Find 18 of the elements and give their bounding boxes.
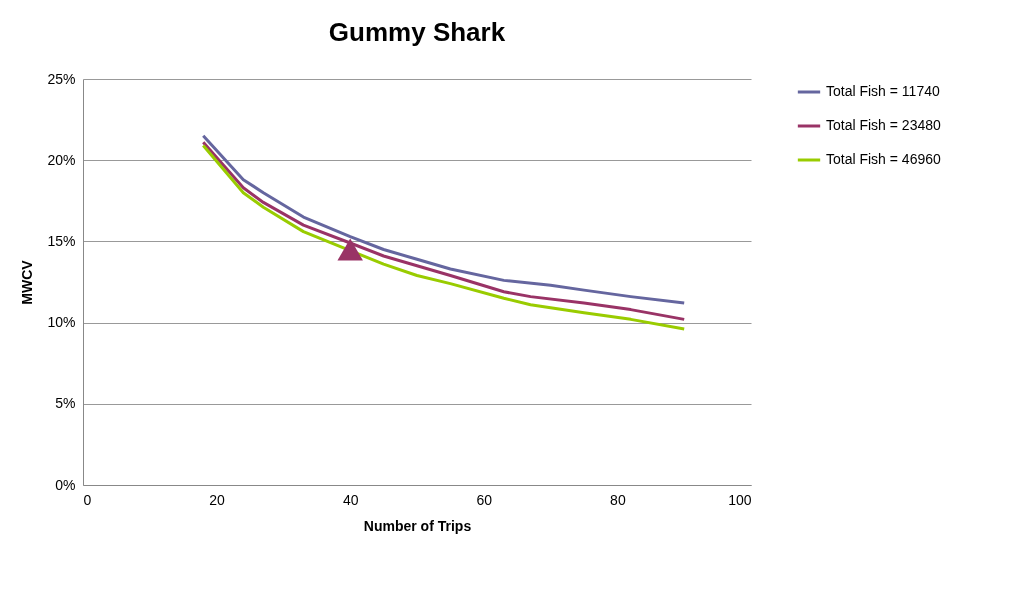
x-tick-label: 0 [83, 491, 92, 508]
y-tick-label: 5% [55, 395, 76, 412]
y-tick-label: 25% [47, 70, 76, 87]
legend-label: Total Fish = 46960 [826, 151, 942, 167]
legend-label: Total Fish = 11740 [826, 83, 940, 99]
legend-label: Total Fish = 23480 [826, 117, 942, 133]
chart-title: Gummy Shark [328, 17, 506, 47]
y-axis-title: MWCV [19, 259, 36, 305]
y-tick-label: 0% [55, 476, 76, 493]
x-axis-title: Number of Trips [363, 517, 472, 534]
x-tick-label: 60 [476, 491, 493, 508]
x-tick-label: 100 [728, 491, 752, 508]
y-tick-label: 10% [47, 314, 76, 331]
x-tick-label: 40 [342, 491, 359, 508]
x-tick-label: 20 [209, 491, 226, 508]
y-tick-label: 15% [47, 232, 76, 249]
y-tick-label: 20% [47, 151, 76, 168]
x-tick-label: 80 [610, 491, 626, 508]
